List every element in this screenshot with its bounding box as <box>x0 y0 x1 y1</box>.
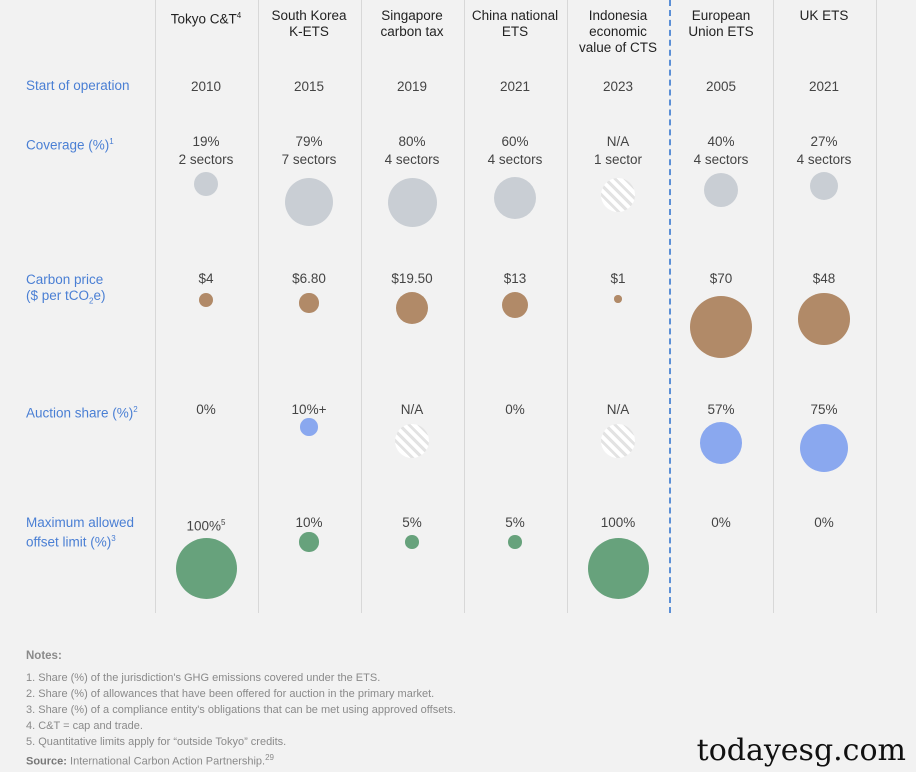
carbon-price-bubble <box>798 293 850 345</box>
note-4: 4. C&T = cap and trade. <box>26 720 143 732</box>
source-line: Source: International Carbon Action Part… <box>26 753 274 768</box>
offset-limit-value: 100%5 <box>186 518 226 534</box>
coverage-sectors: 4 sectors <box>796 152 852 167</box>
carbon-price-value: $6.80 <box>292 271 326 286</box>
start-year-value: 2005 <box>705 79 737 94</box>
carbon-price-value: $4 <box>198 271 214 286</box>
row-label-offset-limit: Maximum allowed offset limit (%)3 <box>26 515 135 550</box>
carbon-price-value: $70 <box>709 271 733 286</box>
coverage-sectors: 7 sectors <box>281 152 337 167</box>
carbon-price-value: $13 <box>503 271 527 286</box>
auction-share-value: 75% <box>810 402 838 417</box>
offset-limit-value: 10% <box>295 515 323 530</box>
column-header: UK ETS <box>799 8 849 23</box>
start-year-value: 2019 <box>396 79 428 94</box>
carbon-price-bubble <box>198 292 214 308</box>
note-1: 1. Share (%) of the jurisdiction's GHG e… <box>26 672 381 684</box>
offset-limit-value: 0% <box>814 515 834 530</box>
column-header: Tokyo C&T4 <box>170 11 242 27</box>
coverage-percent: N/A <box>606 134 630 149</box>
carbon-price-bubble <box>395 291 429 325</box>
coverage-bubble <box>194 172 218 196</box>
column-header: China national ETS <box>471 8 559 39</box>
auction-share-value: N/A <box>400 402 424 417</box>
dashed-divider <box>669 0 671 613</box>
carbon-price-value: $19.50 <box>391 271 433 286</box>
coverage-percent: 79% <box>295 134 323 149</box>
auction-share-bubble <box>800 424 848 472</box>
offset-limit-bubble <box>587 537 649 599</box>
offset-limit-value: 5% <box>402 515 422 530</box>
offset-limit-bubble <box>405 535 419 549</box>
offset-limit-value: 0% <box>711 515 731 530</box>
auction-share-value: 10%+ <box>291 402 327 417</box>
column-header: Indonesia economic value of CTS <box>578 8 658 55</box>
offset-limit-value: 5% <box>505 515 525 530</box>
column-header: European Union ETS <box>688 8 754 39</box>
notes-title: Notes: <box>26 650 62 662</box>
notes: Notes: 1. Share (%) of the jurisdiction'… <box>26 648 456 770</box>
coverage-bubble <box>703 172 739 208</box>
auction-share-bubble <box>700 422 742 464</box>
note-5: 5. Quantitative limits apply for “outsid… <box>26 736 287 748</box>
start-year-value: 2010 <box>190 79 222 94</box>
column-header: Singapore carbon tax <box>380 8 444 39</box>
carbon-price-bubble <box>501 291 529 319</box>
column-divider <box>773 0 774 613</box>
row-label-coverage: Coverage (%)1 <box>26 137 114 153</box>
coverage-sectors: 4 sectors <box>693 152 749 167</box>
start-year-value: 2023 <box>602 79 634 94</box>
start-year-value: 2021 <box>499 79 531 94</box>
coverage-percent: 19% <box>192 134 220 149</box>
note-3: 3. Share (%) of a compliance entity's ob… <box>26 704 456 716</box>
coverage-na-hatch <box>601 178 635 212</box>
auction-share-value: 0% <box>505 402 525 417</box>
offset-limit-bubble <box>299 532 319 552</box>
auction-share-value: 57% <box>707 402 735 417</box>
auction-share-value: 0% <box>196 402 216 417</box>
coverage-sectors: 4 sectors <box>487 152 543 167</box>
start-year-value: 2021 <box>808 79 840 94</box>
note-2: 2. Share (%) of allowances that have bee… <box>26 688 435 700</box>
auction-na-hatch <box>395 424 429 458</box>
column-divider <box>361 0 362 613</box>
column-divider <box>567 0 568 613</box>
column-divider <box>876 0 877 613</box>
watermark: todayesg.com <box>696 733 906 768</box>
carbon-price-value: $48 <box>812 271 836 286</box>
offset-limit-value: 100% <box>600 515 636 530</box>
coverage-bubble <box>809 171 839 201</box>
column-divider <box>155 0 156 613</box>
column-header: South Korea K-ETS <box>271 8 347 39</box>
coverage-sectors: 2 sectors <box>178 152 234 167</box>
offset-limit-bubble <box>508 535 522 549</box>
offset-limit-bubble <box>175 537 237 599</box>
auction-share-bubble <box>300 418 318 436</box>
auction-share-value: N/A <box>606 402 630 417</box>
coverage-bubble <box>387 177 437 227</box>
coverage-percent: 60% <box>501 134 529 149</box>
carbon-price-value: $1 <box>610 271 626 286</box>
coverage-sectors: 4 sectors <box>384 152 440 167</box>
carbon-price-bubble <box>614 295 622 303</box>
row-label-start: Start of operation <box>26 78 130 93</box>
column-divider <box>258 0 259 613</box>
coverage-percent: 40% <box>707 134 735 149</box>
carbon-price-bubble <box>299 293 319 313</box>
coverage-bubble <box>284 177 334 227</box>
coverage-bubble <box>493 176 537 220</box>
coverage-percent: 80% <box>398 134 426 149</box>
row-label-auction-share: Auction share (%)2 <box>26 405 138 421</box>
column-divider <box>464 0 465 613</box>
row-label-carbon-price: Carbon price ($ per tCO2e) <box>26 272 106 306</box>
auction-na-hatch <box>601 424 635 458</box>
start-year-value: 2015 <box>293 79 325 94</box>
coverage-sectors: 1 sector <box>593 152 643 167</box>
carbon-price-bubble <box>690 296 752 358</box>
coverage-percent: 27% <box>810 134 838 149</box>
